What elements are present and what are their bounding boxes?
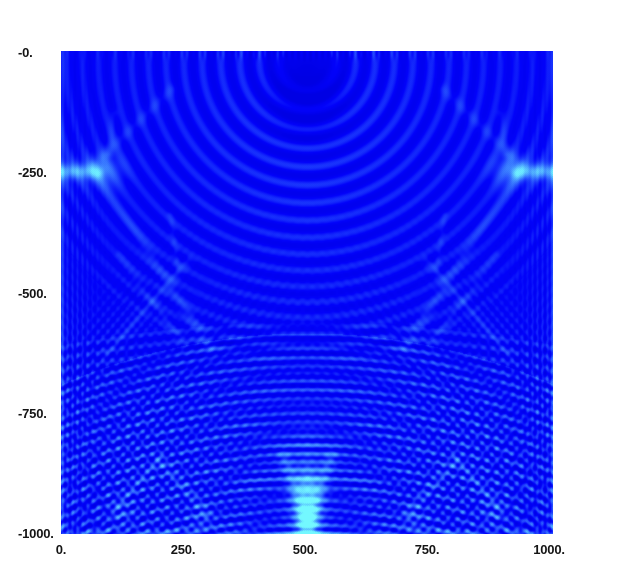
y-tick-label: -1000. [18, 526, 54, 541]
y-tick-label: -500. [18, 285, 47, 301]
x-tick-label: 750. [414, 542, 440, 557]
x-tick-label: 0. [55, 542, 67, 557]
x-tick-label: 500. [292, 542, 318, 557]
x-tick-label: 1000. [533, 542, 565, 557]
x-tick-label: 250. [170, 542, 196, 557]
y-tick-label: -0. [18, 45, 33, 60]
wavefield-heatmap-canvas [61, 51, 553, 534]
y-tick-label: -250. [18, 165, 47, 181]
plot-area [61, 51, 553, 534]
y-tick-label: -750. [18, 405, 47, 421]
